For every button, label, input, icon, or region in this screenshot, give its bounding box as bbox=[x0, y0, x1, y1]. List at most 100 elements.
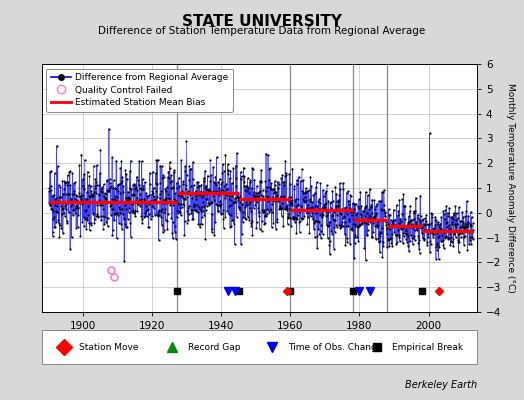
Point bbox=[388, 219, 396, 226]
Point bbox=[70, 188, 79, 194]
Point bbox=[156, 180, 165, 186]
Point bbox=[311, 203, 320, 210]
Text: Record Gap: Record Gap bbox=[188, 342, 240, 352]
Point bbox=[257, 228, 266, 234]
Point bbox=[433, 221, 442, 227]
Point bbox=[371, 222, 379, 229]
Point bbox=[340, 214, 348, 220]
Point bbox=[104, 188, 113, 194]
Point bbox=[86, 220, 95, 227]
Point bbox=[368, 214, 377, 221]
Point bbox=[67, 203, 75, 209]
Point bbox=[204, 201, 213, 208]
Point bbox=[274, 198, 282, 204]
Point bbox=[71, 210, 80, 217]
Point bbox=[378, 189, 387, 195]
Point bbox=[183, 220, 192, 226]
Point bbox=[456, 224, 464, 230]
Point bbox=[333, 212, 341, 218]
Point bbox=[441, 234, 449, 241]
Point bbox=[331, 184, 340, 190]
Point bbox=[181, 196, 190, 202]
Point bbox=[402, 230, 410, 237]
Point bbox=[377, 189, 386, 196]
Point bbox=[218, 170, 226, 176]
Point bbox=[180, 218, 189, 224]
Point bbox=[154, 156, 162, 163]
Point bbox=[215, 202, 223, 208]
Point bbox=[416, 250, 424, 256]
Point bbox=[346, 193, 355, 200]
Point bbox=[439, 208, 447, 214]
Point bbox=[246, 204, 254, 211]
Point bbox=[170, 167, 179, 173]
Point bbox=[399, 224, 407, 231]
Point bbox=[332, 190, 341, 197]
Point bbox=[77, 198, 85, 204]
Point bbox=[468, 227, 477, 233]
Point bbox=[442, 219, 450, 226]
Point bbox=[419, 216, 427, 222]
Point bbox=[141, 179, 149, 186]
Point bbox=[258, 218, 266, 224]
Point bbox=[405, 213, 413, 219]
Point bbox=[369, 229, 377, 236]
Point bbox=[203, 172, 212, 179]
Point bbox=[67, 196, 75, 202]
Point bbox=[248, 166, 257, 172]
Point bbox=[325, 219, 333, 225]
Point bbox=[458, 209, 466, 216]
Point bbox=[157, 214, 165, 220]
Point bbox=[295, 219, 303, 226]
Point bbox=[138, 220, 147, 226]
Point bbox=[83, 214, 92, 221]
Point bbox=[65, 190, 73, 197]
Point bbox=[113, 181, 122, 188]
Point bbox=[392, 202, 401, 208]
Point bbox=[420, 237, 429, 243]
Point bbox=[100, 181, 108, 188]
Point bbox=[453, 210, 461, 216]
Point bbox=[205, 200, 213, 207]
Point bbox=[389, 206, 398, 213]
Point bbox=[110, 217, 118, 224]
Point bbox=[417, 213, 425, 219]
Point bbox=[135, 197, 144, 203]
Point bbox=[280, 206, 289, 212]
Point bbox=[236, 207, 244, 214]
Point bbox=[399, 191, 408, 198]
Point bbox=[157, 222, 166, 228]
Point bbox=[175, 200, 183, 207]
Point bbox=[209, 188, 217, 194]
Point bbox=[46, 202, 54, 208]
Point bbox=[103, 177, 111, 184]
Point bbox=[51, 196, 59, 202]
Point bbox=[407, 222, 416, 229]
Point bbox=[161, 186, 169, 192]
Point bbox=[156, 162, 165, 169]
Point bbox=[143, 193, 151, 199]
Point bbox=[320, 205, 328, 212]
Point bbox=[51, 207, 60, 214]
Point bbox=[339, 223, 347, 230]
Point bbox=[446, 238, 455, 244]
Point bbox=[334, 203, 343, 210]
Point bbox=[117, 178, 126, 184]
Point bbox=[46, 168, 54, 174]
Point bbox=[445, 204, 453, 211]
Point bbox=[49, 216, 58, 222]
Point bbox=[453, 215, 462, 221]
Point bbox=[124, 189, 132, 195]
Point bbox=[221, 195, 229, 201]
Point bbox=[284, 211, 292, 217]
Point bbox=[454, 236, 462, 243]
Point bbox=[187, 207, 195, 213]
Point bbox=[191, 206, 200, 213]
Point bbox=[236, 199, 245, 206]
Point bbox=[339, 214, 347, 221]
Point bbox=[169, 202, 177, 209]
Point bbox=[462, 208, 471, 214]
Point bbox=[430, 231, 438, 238]
Point bbox=[213, 201, 222, 208]
Point bbox=[198, 194, 206, 200]
